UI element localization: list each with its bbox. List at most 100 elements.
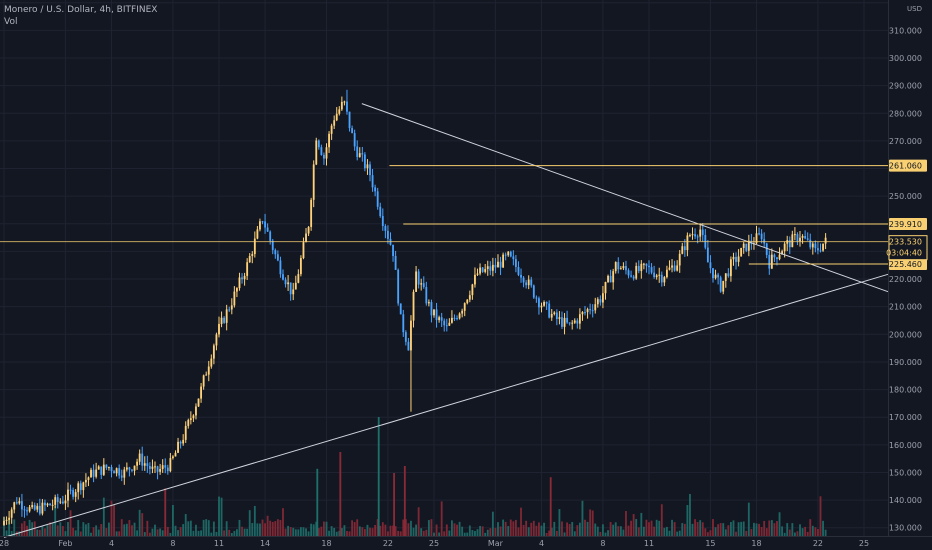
volume-bar <box>200 530 203 536</box>
volume-bar <box>729 522 732 536</box>
candle-body <box>187 419 190 426</box>
candle-body <box>691 234 694 236</box>
volume-bar <box>599 531 602 536</box>
candle-body <box>223 317 226 323</box>
volume-bar <box>591 510 594 536</box>
volume-bar <box>417 507 420 536</box>
volume-bar <box>120 519 123 536</box>
volume-bar <box>195 524 197 536</box>
volume-bar <box>538 522 540 536</box>
candle-body <box>545 302 548 304</box>
chart-legend: Monero / U.S. Dollar, 4h, BITFINEX Vol <box>4 4 157 28</box>
volume-bar <box>507 526 510 536</box>
volume-bar <box>653 526 656 536</box>
candle-body <box>581 312 584 315</box>
time-tick-label: 14 <box>260 539 270 548</box>
candle-body <box>177 441 179 453</box>
candle-body <box>340 101 343 110</box>
candle-body <box>433 309 435 316</box>
volume-bar <box>72 527 75 536</box>
candle-body <box>589 309 592 311</box>
volume-bar <box>397 530 400 536</box>
volume-spike <box>549 477 552 536</box>
volume-bar <box>704 528 707 536</box>
volume-bar <box>678 530 681 536</box>
candle-body <box>456 318 458 320</box>
volume-bar <box>371 528 374 536</box>
symbol-title[interactable]: Monero / U.S. Dollar, 4h, BITFINEX <box>4 5 158 15</box>
trendline <box>361 103 889 293</box>
time-tick-label: 22 <box>383 539 393 548</box>
candle-body <box>573 320 576 323</box>
volume-bar <box>177 530 179 536</box>
candle-body <box>466 299 469 304</box>
volume-spike <box>316 468 319 536</box>
candle-body <box>599 299 602 303</box>
candle-body <box>120 475 123 478</box>
candle-body <box>376 191 379 207</box>
volume-bar <box>658 520 661 536</box>
volume-bar <box>356 519 359 536</box>
price-tick-label: 130.000 <box>889 524 922 533</box>
candle-body <box>143 463 146 466</box>
volume-bar <box>348 531 351 536</box>
candle-body <box>535 297 538 299</box>
candle-body <box>558 317 561 319</box>
time-tick-label: 22 <box>813 539 823 548</box>
drawing-lines[interactable] <box>0 103 889 538</box>
volume-spike <box>339 452 342 536</box>
candle-body <box>51 504 54 506</box>
candle-body <box>619 268 622 270</box>
volume-bar <box>346 531 348 536</box>
candle-body <box>92 469 95 477</box>
candle-body <box>402 314 405 333</box>
candle-body <box>138 453 141 462</box>
candle-body <box>13 502 16 510</box>
volume-bar <box>581 500 584 536</box>
candle-body <box>235 288 238 292</box>
volume-bar <box>466 532 469 536</box>
candle-body <box>420 283 423 285</box>
candle-body <box>20 501 23 510</box>
candle-body <box>770 254 773 269</box>
candle-body <box>568 322 571 324</box>
price-tick-label: 200.000 <box>889 330 922 339</box>
candle-body <box>824 237 827 244</box>
volume-label[interactable]: Vol <box>4 17 18 27</box>
volume-bar <box>584 519 586 536</box>
candle-body <box>407 341 410 351</box>
candle-body <box>379 206 382 216</box>
candle-body <box>351 128 354 134</box>
candle-body <box>758 233 760 235</box>
candle-body <box>335 113 338 121</box>
candle-body <box>108 467 110 469</box>
candle-body <box>210 358 213 367</box>
candle-body <box>72 490 75 497</box>
candle-body <box>287 282 290 285</box>
volume-bar <box>64 531 67 536</box>
volume-bar <box>433 532 435 536</box>
volume-bar <box>266 515 269 536</box>
candle-body <box>56 497 59 502</box>
candle-body <box>38 505 41 514</box>
price-axis[interactable]: 130.000 140.000 150.000 160.000 170.000 180.0… <box>888 0 932 550</box>
candle-body <box>264 221 266 228</box>
volume-bar <box>602 524 604 536</box>
volume-bar <box>340 528 343 536</box>
volume-bar <box>51 522 54 536</box>
volume-bar <box>596 526 599 536</box>
volume-bar <box>23 521 26 536</box>
volume-bar <box>765 528 768 536</box>
volume-bar <box>735 531 737 536</box>
candle-body <box>205 374 208 376</box>
candle-body <box>31 505 34 508</box>
candle-body <box>253 238 256 255</box>
volume-bar <box>499 526 502 536</box>
time-axis[interactable]: 28 Feb 4 8 11 14 18 22 25 Mar 4 8 11 15 18 22 25 <box>0 536 932 549</box>
volume-bar <box>804 526 807 536</box>
volume-bar <box>123 524 126 536</box>
candle-body <box>77 483 80 493</box>
candle-body <box>637 265 640 272</box>
volume-bar <box>573 531 576 536</box>
